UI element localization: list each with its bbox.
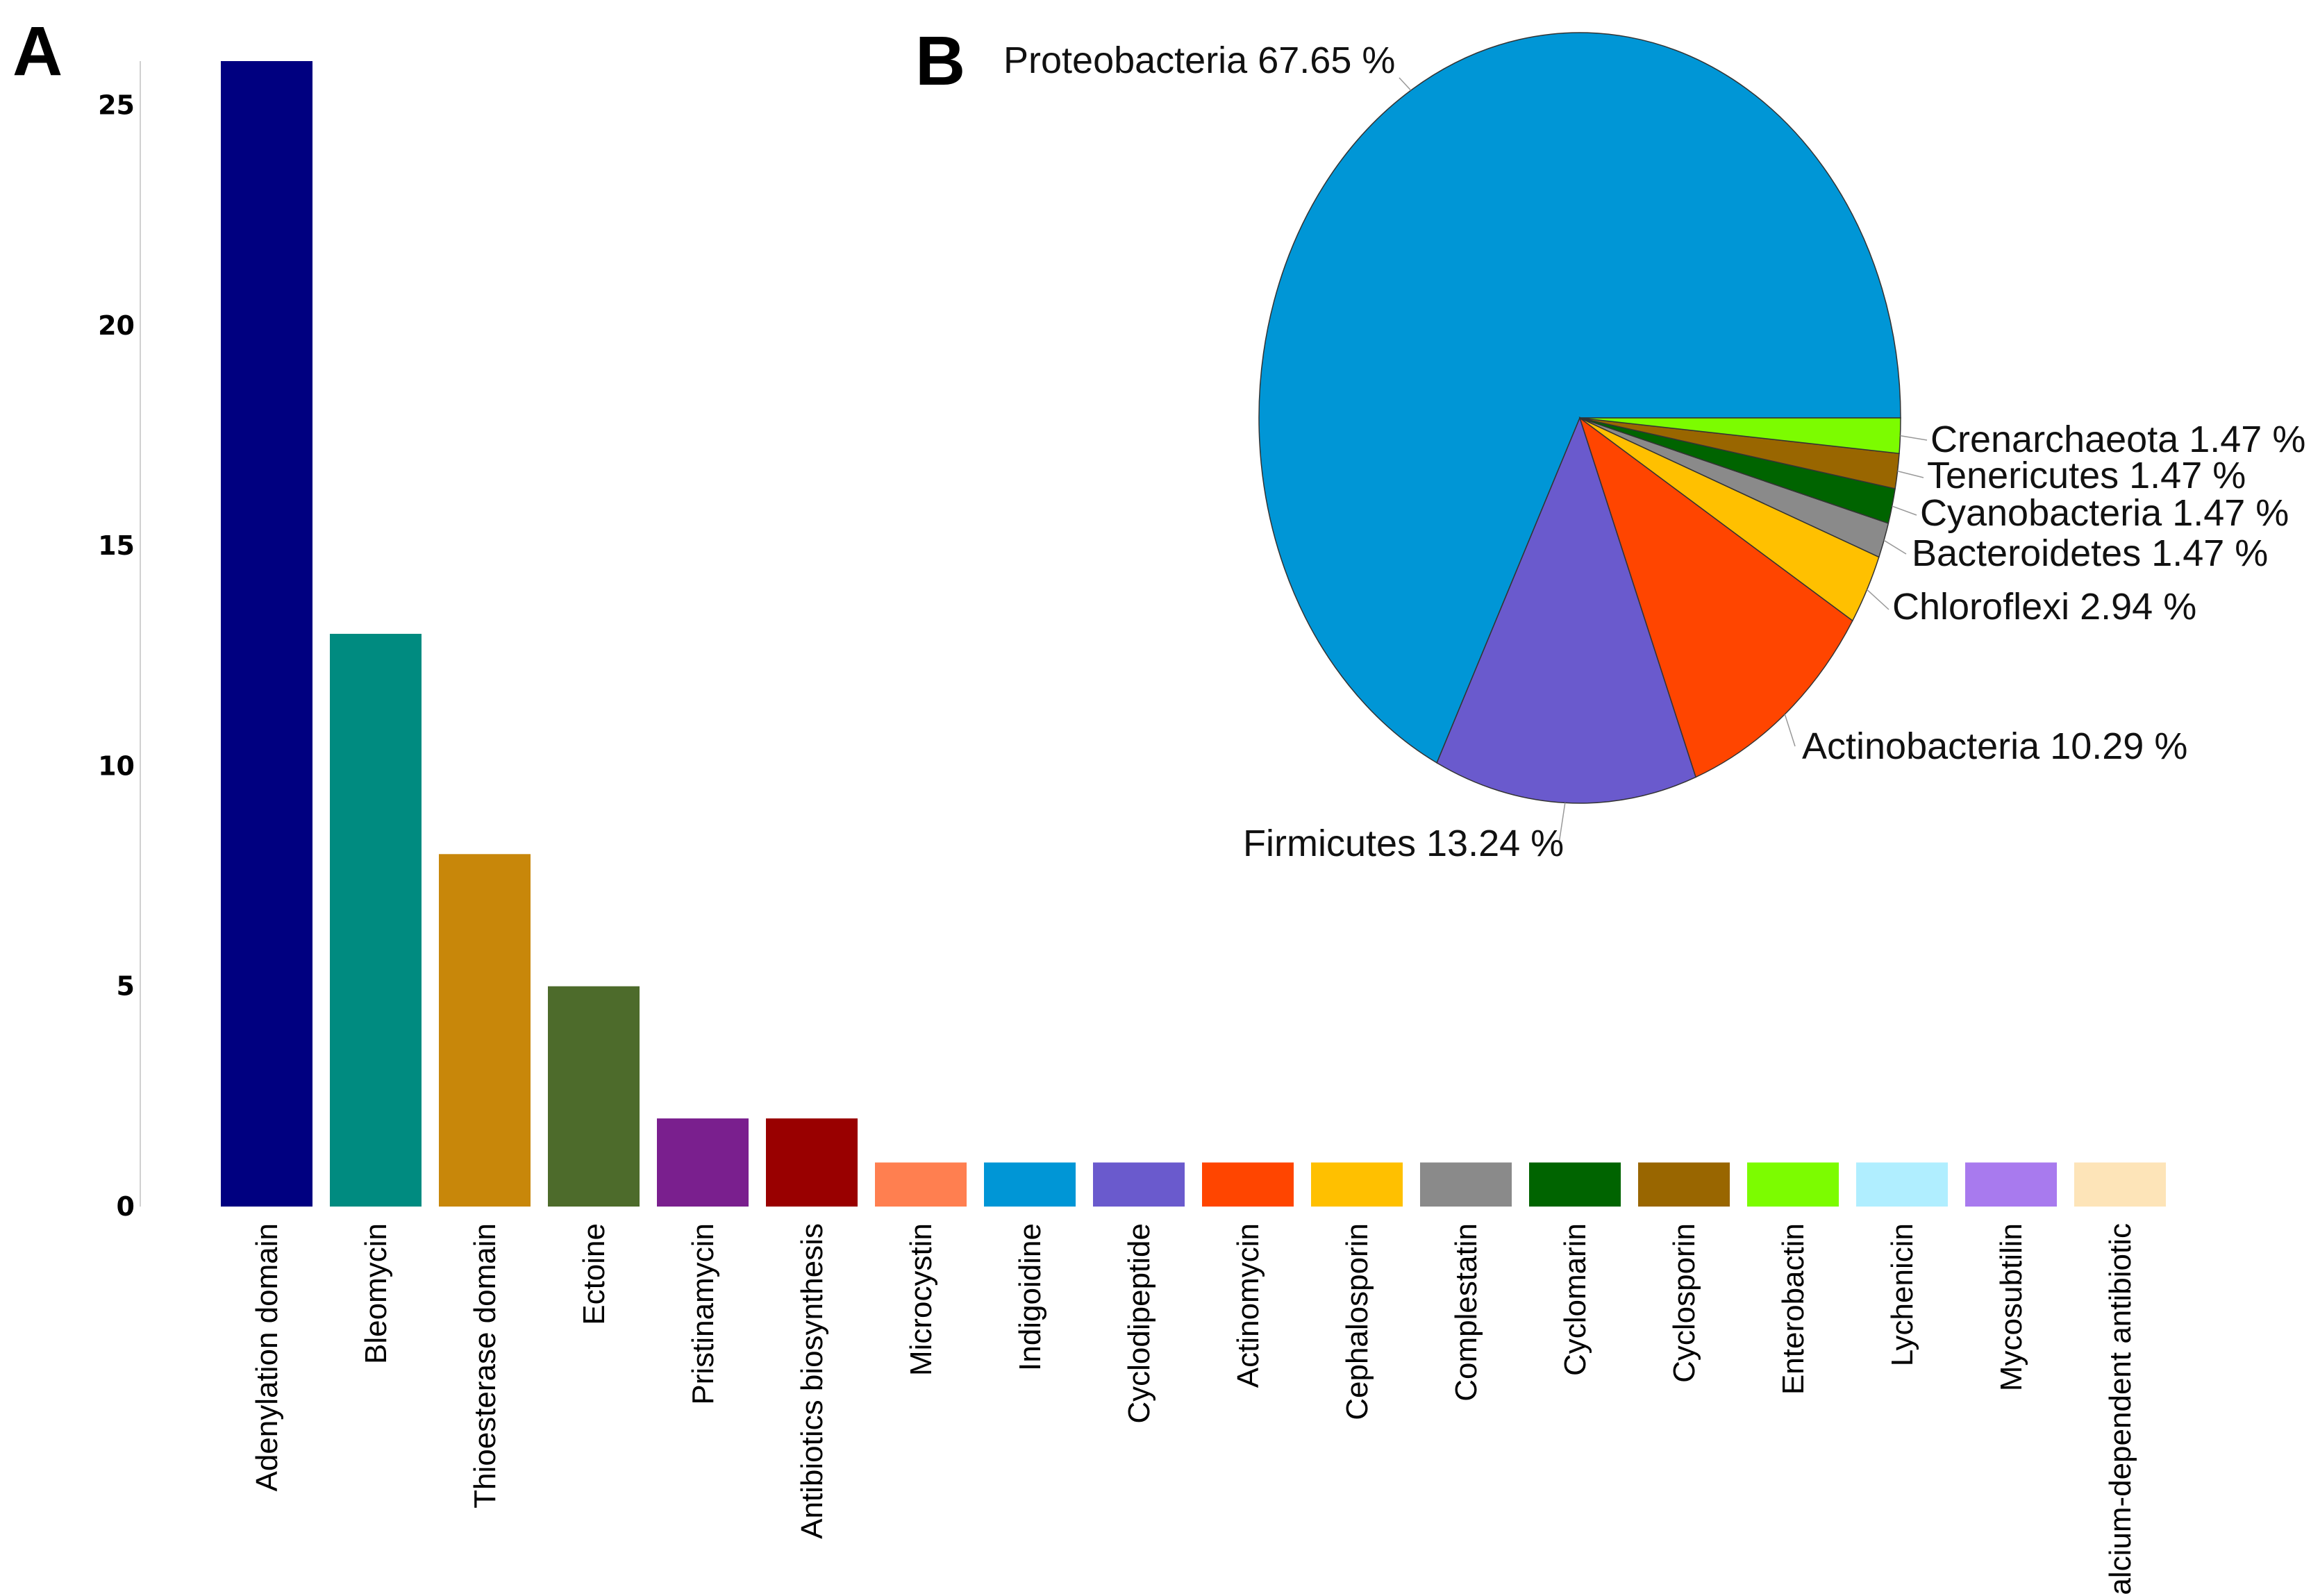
leader-line-chloroflexi [1867,589,1889,610]
pie-label-crenarchaeota: Crenarchaeota 1.47 % [1930,419,2305,460]
bar-mycosubtilin [1965,1162,2057,1207]
x-label-mycosubtilin: Mycosubtilin [1994,1223,2028,1391]
bar-enterobactin [1747,1162,1839,1207]
pie-label-bacteroidetes: Bacteroidetes 1.47 % [1912,532,2268,574]
y-tick-label: 0 [117,1191,135,1222]
panel-b-label: B [915,22,965,100]
pie-leader-lines [1399,77,1928,844]
bar-thioesterase-domain [439,854,531,1207]
bars [221,61,2166,1207]
x-label-bleomycin: Bleomycin [359,1223,393,1364]
x-label-actinomycin: Actinomycin [1231,1223,1265,1388]
bar-cyclodipeptide [1093,1162,1185,1207]
bar-chart: 0 5 10 15 20 25 Adenylation domain Bleomycin Th… [98,61,2166,1596]
bar-indigoidine [984,1162,1076,1207]
x-label-enterobactin: Enterobactin [1776,1223,1810,1395]
pie-label-actinobacteria: Actinobacteria 10.29 % [1802,725,2187,767]
bar-calcium-dependent-antibiotic [2074,1162,2166,1207]
x-label-lychenicin: Lychenicin [1885,1223,1919,1366]
slice-crenarchaeota [1579,417,1901,455]
pie-label-firmicutes: Firmicutes 13.24 % [1243,823,1564,864]
slice-proteobacteria [1258,32,1901,764]
x-label-calcium-dependent-antibiotic: Calcium-dependent antibiotic [2103,1223,2137,1596]
leader-line-firmicutes [1558,803,1566,844]
x-label-indigoidine: Indigoidine [1013,1223,1047,1371]
bar-microcystin [875,1162,967,1207]
pie-label-tenericutes: Tenericutes 1.47 % [1927,455,2246,496]
x-label-cephalosporin: Cephalosporin [1340,1223,1374,1420]
y-tick-label: 20 [98,310,135,341]
leader-line-crenarchaeota [1900,435,1928,441]
leader-line-actinobacteria [1784,714,1796,747]
x-label-microcystin: Microcystin [904,1223,938,1376]
bar-cyclosporin [1638,1162,1730,1207]
bar-bleomycin [330,634,422,1207]
y-tick-label: 10 [98,750,135,781]
x-label-cyclosporin: Cyclosporin [1667,1223,1701,1383]
bar-adenylation-domain [221,61,312,1207]
x-label-pristinamycin: Pristinamycin [686,1223,720,1405]
x-axis-labels: Adenylation domain Bleomycin Thioesterase … [250,1223,2137,1596]
x-label-ectoine: Ectoine [577,1223,611,1325]
x-label-adenylation-domain: Adenylation domain [250,1223,284,1491]
pie-slices [1258,32,1901,804]
bar-complestatin [1420,1162,1512,1207]
bar-ectoine [548,986,640,1207]
panel-a-label: A [12,12,62,90]
x-label-complestatin: Complestatin [1449,1223,1483,1402]
slice-firmicutes [1436,416,1697,804]
bar-cyclomarin [1529,1162,1621,1207]
pie-labels: Proteobacteria 67.65 % Firmicutes 13.24 %… [1003,40,2305,864]
y-axis-ticks: 0 5 10 15 20 25 [98,90,135,1222]
bar-lychenicin [1856,1162,1948,1207]
pie-label-chloroflexi: Chloroflexi 2.94 % [1892,586,2196,628]
bar-pristinamycin [657,1118,749,1207]
x-label-thioesterase-domain: Thioesterase domain [468,1223,502,1509]
leader-line-bacteroidetes [1883,539,1907,555]
leader-line-tenericutes [1897,470,1924,478]
slice-actinobacteria [1578,416,1853,778]
y-tick-label: 25 [98,90,135,120]
x-label-cyclomarin: Cyclomarin [1558,1223,1592,1376]
y-tick-label: 15 [98,530,135,561]
bar-cephalosporin [1311,1162,1403,1207]
leader-line-cyanobacteria [1892,505,1917,516]
pie-chart: Proteobacteria 67.65 % Firmicutes 13.24 %… [1003,32,2305,864]
leader-line-proteobacteria [1399,77,1412,91]
x-label-antibiotics-biosynthesis: Antibiotics biosynthesis [795,1223,829,1539]
y-tick-label: 5 [117,971,135,1002]
bar-actinomycin [1202,1162,1294,1207]
bar-antibiotics-biosynthesis [766,1118,858,1207]
x-label-cyclodipeptide: Cyclodipeptide [1122,1223,1156,1424]
pie-label-cyanobacteria: Cyanobacteria 1.47 % [1920,492,2289,534]
pie-label-proteobacteria: Proteobacteria 67.65 % [1003,40,1395,81]
